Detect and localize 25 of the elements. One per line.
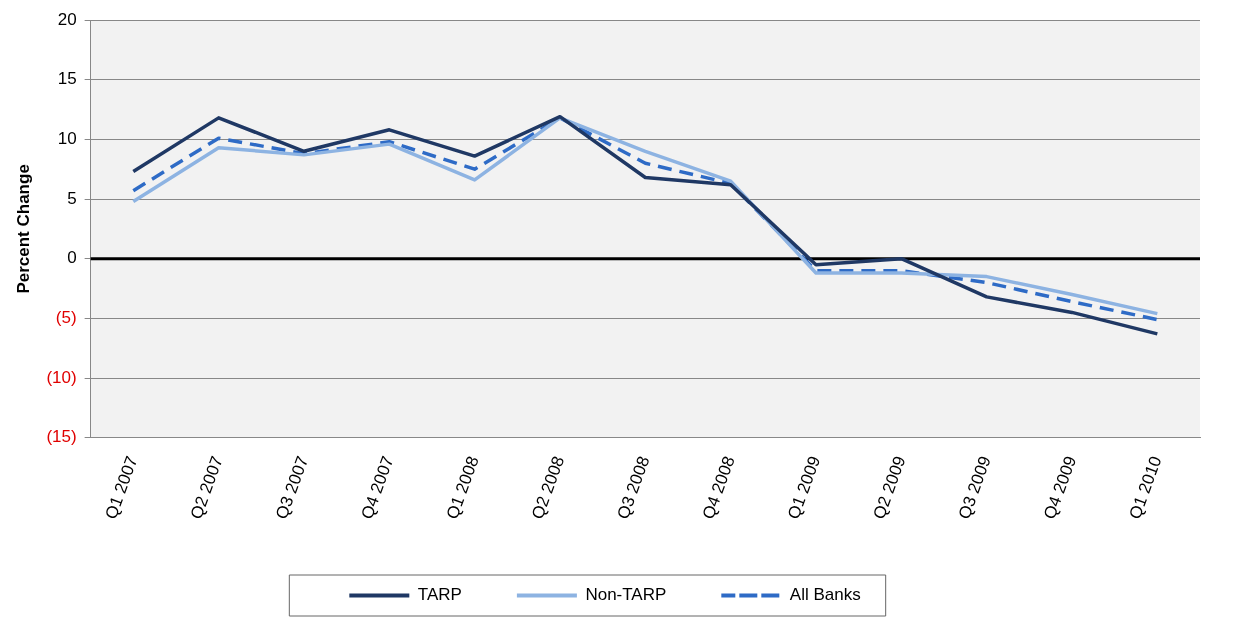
x-tick-label: Q3 2008	[613, 453, 654, 522]
x-tick-label: Q1 2010	[1125, 453, 1166, 522]
y-tick-label: 15	[57, 69, 77, 89]
y-tick-label: (5)	[55, 308, 77, 328]
x-tick-label: Q4 2008	[698, 453, 739, 522]
legend-label: TARP	[417, 585, 462, 605]
x-tick-label: Q2 2009	[869, 453, 910, 522]
y-tick-label: (10)	[46, 367, 77, 387]
x-tick-label: Q4 2007	[357, 453, 398, 522]
x-tick-label: Q1 2007	[101, 453, 142, 522]
x-tick-label: Q3 2007	[271, 453, 313, 522]
y-tick-label: 20	[57, 9, 77, 29]
x-tick-label: Q1 2009	[783, 453, 825, 522]
y-axis-title: Percent Change	[13, 164, 33, 294]
y-tick-label: 5	[67, 188, 77, 208]
x-tick-label: Q1 2008	[442, 453, 483, 522]
x-tick-label: Q2 2007	[186, 453, 227, 522]
y-tick-label: (15)	[46, 427, 77, 447]
x-tick-label: Q3 2009	[954, 453, 995, 522]
legend-label: All Banks	[789, 585, 861, 605]
legend-label: Non-TARP	[585, 585, 667, 605]
y-tick-label: 0	[67, 248, 77, 268]
x-tick-label: Q4 2009	[1039, 453, 1081, 522]
y-tick-label: 10	[57, 129, 77, 149]
x-tick-label: Q2 2008	[527, 453, 569, 522]
